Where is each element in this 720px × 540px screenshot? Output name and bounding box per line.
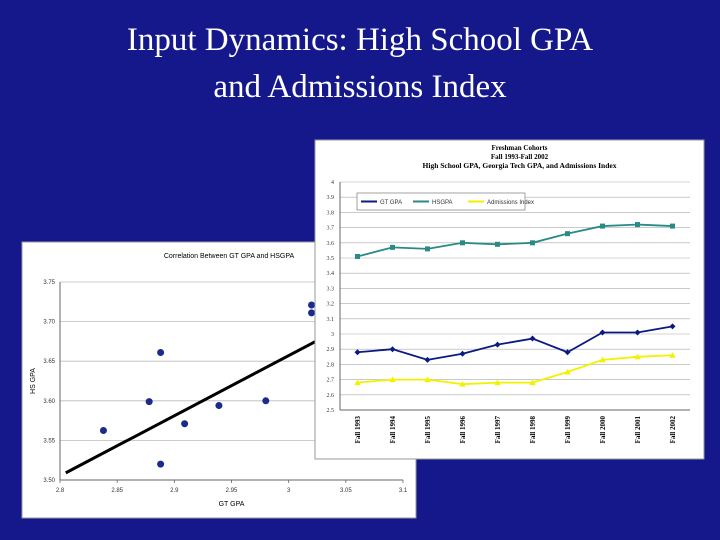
- legend-label: HSGPA: [432, 200, 453, 206]
- data-point: [634, 353, 641, 360]
- chart-background: [314, 139, 705, 460]
- data-point: [262, 397, 270, 405]
- x-tick-label: Fall 2000: [599, 416, 607, 444]
- data-point: [355, 253, 360, 259]
- chart-title: Freshman Cohorts: [491, 144, 547, 152]
- y-axis-label: HS GPA: [30, 368, 37, 394]
- legend-label: GT GPA: [380, 200, 402, 206]
- y-tick-label: 3.75: [43, 280, 55, 286]
- chart-title: Correlation Between GT GPA and HSGPA: [164, 253, 295, 260]
- data-point: [495, 241, 500, 247]
- y-tick-label: 2.8: [327, 362, 335, 368]
- x-tick-label: 3: [287, 488, 291, 494]
- x-tick-label: Fall 2001: [634, 416, 642, 444]
- data-point: [564, 349, 571, 356]
- x-tick-label: 3.05: [340, 488, 352, 494]
- legend-label: Admissions Index: [487, 200, 534, 206]
- data-point: [599, 356, 606, 363]
- y-tick-label: 3.8: [327, 210, 335, 216]
- data-point: [215, 402, 223, 410]
- data-point: [424, 376, 431, 383]
- x-tick-label: Fall 1997: [494, 416, 502, 444]
- y-tick-label: 3.55: [43, 438, 55, 444]
- data-point: [459, 350, 466, 357]
- y-tick-label: 3.2: [327, 302, 335, 308]
- x-tick-label: Fall 1998: [529, 416, 537, 444]
- data-point: [669, 323, 676, 330]
- data-point: [308, 309, 316, 317]
- data-point: [530, 240, 535, 246]
- data-point: [157, 460, 165, 468]
- data-point: [308, 301, 316, 309]
- y-tick-label: 3.65: [43, 359, 55, 365]
- data-point: [635, 222, 640, 228]
- series-line: [357, 325, 673, 361]
- x-tick-label: 2.8: [56, 488, 65, 494]
- y-tick-label: 3.7: [327, 226, 335, 232]
- x-tick-label: 3.1: [399, 488, 408, 494]
- data-point: [389, 346, 396, 353]
- data-point: [529, 379, 536, 386]
- data-point: [99, 427, 107, 434]
- y-tick-label: 3.70: [43, 320, 55, 326]
- data-point: [494, 379, 501, 386]
- x-tick-label: 2.9: [170, 488, 179, 494]
- x-tick-label: Fall 1994: [389, 416, 397, 444]
- data-point: [494, 341, 501, 348]
- data-point: [459, 380, 466, 387]
- x-tick-label: 2.95: [226, 488, 238, 494]
- chart-title: High School GPA, Georgia Tech GPA, and A…: [423, 161, 617, 170]
- data-point: [181, 420, 189, 428]
- y-tick-label: 3: [331, 332, 334, 338]
- x-axis-label: GT GPA: [219, 501, 245, 508]
- series-line: [357, 223, 673, 258]
- data-point: [157, 348, 165, 356]
- data-point: [670, 223, 675, 229]
- data-point: [565, 231, 570, 237]
- y-tick-label: 4: [331, 180, 334, 186]
- data-point: [354, 379, 361, 386]
- legend-box: [356, 192, 526, 211]
- y-tick-label: 3.3: [327, 286, 335, 292]
- data-point: [354, 349, 361, 356]
- y-tick-label: 3.6: [327, 241, 335, 247]
- y-tick-label: 3.1: [327, 317, 335, 323]
- y-tick-label: 3.60: [43, 399, 55, 405]
- x-tick-label: Fall 1999: [564, 416, 572, 444]
- x-tick-label: 2.85: [111, 488, 123, 494]
- data-point: [634, 329, 641, 336]
- y-tick-label: 2.9: [327, 347, 335, 353]
- slide-title: Input Dynamics: High School GPA: [127, 22, 593, 58]
- y-tick-label: 3.9: [327, 195, 335, 201]
- data-point: [425, 246, 430, 252]
- data-point: [669, 352, 676, 358]
- data-point: [564, 368, 571, 375]
- x-tick-label: Fall 1993: [354, 416, 362, 444]
- y-tick-label: 3.5: [327, 256, 335, 262]
- chart-title: Fall 1993-Fall 2002: [491, 153, 549, 161]
- y-tick-label: 3.50: [43, 478, 55, 484]
- data-point: [145, 398, 153, 406]
- data-point: [529, 335, 536, 342]
- data-point: [599, 329, 606, 336]
- x-tick-label: Fall 1996: [459, 416, 467, 444]
- y-tick-label: 2.7: [327, 378, 335, 384]
- data-point: [424, 356, 431, 363]
- data-point: [460, 240, 465, 246]
- y-tick-label: 2.5: [327, 408, 335, 414]
- data-point: [389, 376, 396, 383]
- data-point: [600, 223, 605, 229]
- slide-title: and Admissions Index: [213, 69, 507, 105]
- x-tick-label: Fall 2002: [669, 416, 677, 444]
- y-tick-label: 3.4: [327, 271, 335, 277]
- data-point: [390, 244, 395, 250]
- series-line: [357, 354, 673, 386]
- y-tick-label: 2.6: [327, 393, 335, 399]
- x-tick-label: Fall 1995: [424, 416, 432, 444]
